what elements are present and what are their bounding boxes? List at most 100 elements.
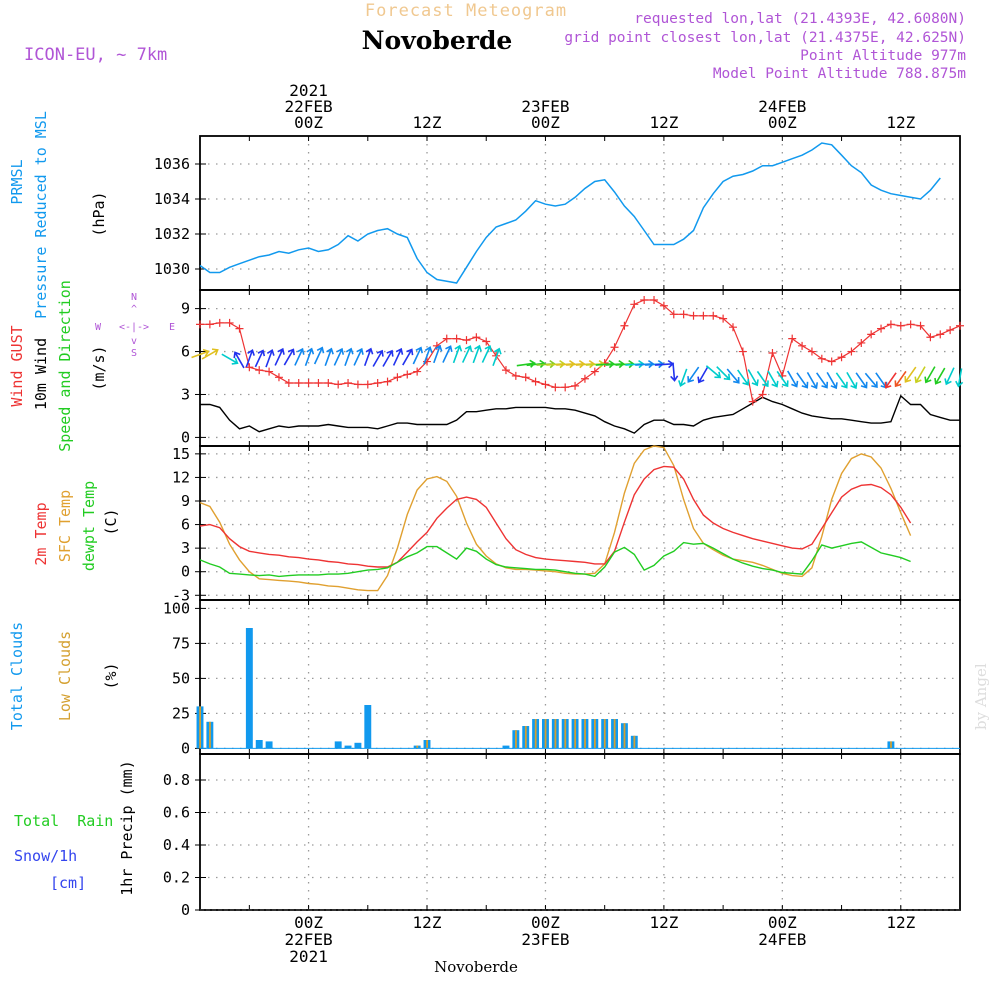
y-tick-label: 0.2	[163, 869, 190, 887]
gust-point-marker	[235, 324, 244, 333]
wind-arrow-icon	[304, 347, 315, 366]
wind-arrow-icon	[914, 366, 926, 384]
wind-arrow-shape	[353, 347, 364, 366]
gridpoint-location: grid point closest lon,lat (21.4375E, 42…	[564, 30, 966, 46]
wind-arrow-icon	[747, 369, 759, 387]
wind-arrow-icon	[294, 347, 305, 366]
gust-point-marker	[689, 311, 698, 320]
footer-location: Novoberde	[434, 958, 518, 976]
precip-unit-label: 1hr Precip (mm)	[118, 760, 136, 895]
gust-point-marker	[265, 367, 274, 376]
temp-sfc-series-line	[199, 445, 912, 592]
wind-arrow-icon	[767, 370, 779, 388]
compass-icon: N ^ W <-|-> E v S	[95, 292, 175, 359]
gust-point-marker	[719, 314, 728, 323]
gust-point-marker	[590, 367, 599, 376]
low-cloud-bar	[603, 719, 606, 749]
gust-point-marker	[926, 333, 935, 342]
gust-point-marker	[946, 326, 955, 335]
x-axis-top-label: 22FEB	[284, 97, 332, 116]
gust-point-marker	[393, 373, 402, 382]
wind-arrow-shape	[274, 347, 285, 366]
wind-arrow-icon	[687, 366, 700, 383]
low-cloud-bar	[426, 740, 428, 749]
compass-north: N	[131, 292, 137, 303]
y-tick-label: 3	[181, 539, 190, 557]
wind-arrow-shape	[816, 372, 829, 389]
wind-arrow-icon	[726, 368, 740, 384]
gust-point-marker	[521, 373, 530, 382]
gust-point-marker	[610, 343, 619, 352]
wind-arrow-icon	[402, 348, 414, 366]
gust-point-marker	[501, 366, 510, 375]
wind-arrow-shape	[924, 366, 936, 384]
wind-arrow-icon	[344, 347, 354, 366]
temp-dewpt-series-line	[199, 541, 911, 578]
gust-point-marker	[205, 320, 214, 329]
low-cloud-bar	[564, 719, 567, 749]
wind-arrow-shape	[313, 346, 325, 365]
wind-arrow-icon	[716, 366, 731, 381]
total-cloud-bar	[364, 705, 372, 749]
low-cloud-bar	[890, 741, 892, 749]
wind-arrow-shape	[687, 366, 700, 383]
gust-point-marker	[472, 333, 481, 342]
wind-arrow-shape	[835, 372, 848, 389]
compass-arrows-ew: <-|->	[119, 322, 149, 333]
x-axis-bottom-label: 00Z	[531, 913, 560, 932]
wind-arrow-icon	[756, 370, 769, 388]
wind-arrow-icon	[944, 367, 955, 386]
wind-arrow-shape	[526, 359, 546, 369]
wind-arrow-icon	[516, 359, 536, 368]
compass-south: S	[131, 348, 137, 359]
wind-arrow-icon	[392, 347, 404, 366]
wind-arrow-shape	[894, 370, 907, 388]
wind-arrow-icon	[835, 372, 848, 389]
compass-east: E	[169, 322, 175, 333]
gust-point-marker	[571, 381, 580, 390]
y-tick-label: 15	[172, 445, 190, 463]
gust-point-marker	[709, 311, 718, 320]
wind-arrow-shape	[654, 359, 675, 369]
wind-arrow-shape	[826, 371, 838, 390]
wind-arrow-icon	[353, 347, 364, 366]
temp-2m-label: 2m Temp	[32, 502, 50, 565]
low-cloud-bar	[524, 726, 527, 749]
wind-arrow-icon	[855, 372, 868, 389]
compass-arrow-up: ^	[131, 304, 137, 315]
wind-arrow-shape	[452, 344, 463, 364]
x-axis-bottom-label: 12Z	[413, 913, 442, 932]
wind-arrow-shape	[191, 348, 210, 359]
wind-arrow-icon	[423, 346, 433, 365]
wind-arrow-shape	[934, 367, 946, 385]
gust-point-marker	[906, 320, 915, 329]
wind-arrow-icon	[955, 368, 964, 388]
gust-point-marker	[551, 383, 560, 392]
wind-arrow-icon	[796, 372, 809, 389]
wind-arrow-icon	[894, 370, 907, 388]
panel-frame	[199, 289, 961, 447]
total-cloud-bar	[265, 741, 273, 749]
wind-arrow-shape	[855, 372, 868, 389]
wind-arrow-shape	[412, 346, 423, 365]
gust-point-marker	[728, 323, 737, 332]
prmsl-series-line	[199, 142, 941, 284]
x-axis-bottom-label: 00Z	[768, 913, 797, 932]
total-cloud-bar	[245, 628, 253, 749]
wind-arrow-shape	[433, 344, 443, 364]
wind-arrow-icon	[324, 347, 334, 366]
panel-frame	[199, 753, 961, 911]
y-tick-label: 0	[181, 901, 190, 919]
y-tick-label: 0.8	[163, 771, 190, 789]
x-axis-top-label: 12Z	[886, 113, 915, 132]
total-cloud-bar	[354, 742, 362, 749]
wind-arrow-icon	[776, 370, 789, 388]
wind-arrow-shape	[670, 362, 679, 382]
gust-point-marker	[413, 367, 422, 376]
y-tick-label: 1036	[154, 155, 190, 173]
gust-point-marker	[304, 379, 313, 388]
wind-arrow-shape	[294, 347, 305, 366]
panel-frame	[199, 445, 961, 601]
wind-arrow-shape	[201, 348, 219, 360]
x-axis-top-label: 12Z	[413, 113, 442, 132]
